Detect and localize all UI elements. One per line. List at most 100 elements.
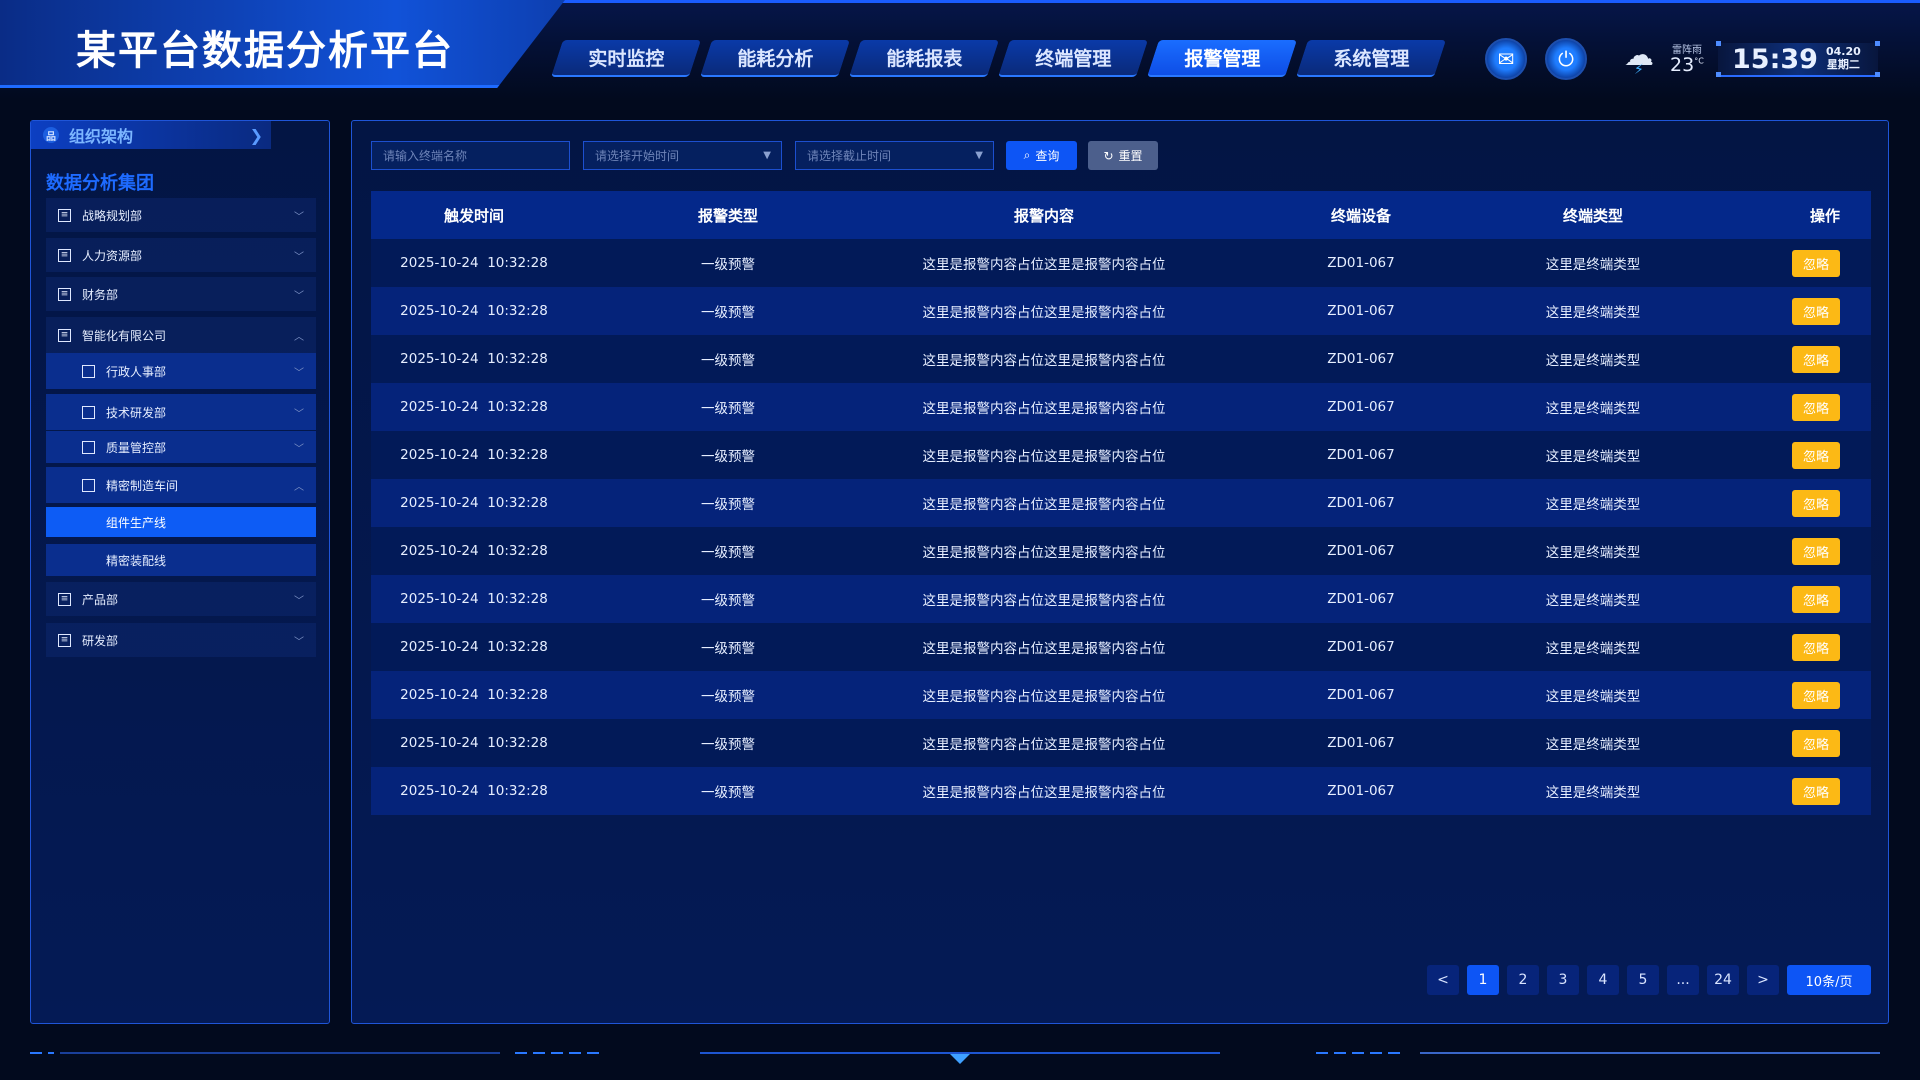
page-button[interactable]: 2 [1507, 965, 1539, 995]
ignore-button[interactable]: 忽略 [1792, 585, 1840, 613]
chevron-down-icon[interactable]: ﹀ [294, 290, 304, 302]
page-button[interactable]: 1 [1467, 965, 1499, 995]
query-button[interactable]: ⌕ 查询 [1006, 141, 1077, 170]
chevron-down-icon[interactable]: ﹀ [294, 251, 304, 263]
ignore-button[interactable]: 忽略 [1792, 633, 1840, 661]
tree-item[interactable]: 精密制造车间 ︿ [46, 467, 316, 503]
prev-page-button[interactable]: < [1427, 965, 1459, 995]
tree-item[interactable]: ≡ 智能化有限公司 ︿ [46, 317, 316, 353]
reset-button[interactable]: ↻ 重置 [1088, 141, 1158, 170]
nav-tab-3[interactable]: 终端管理 [997, 40, 1149, 77]
chevron-down-icon[interactable]: ﹀ [294, 408, 304, 420]
tree-item[interactable]: 质量管控部 ﹀ [46, 431, 316, 463]
mail-button[interactable]: ✉ [1485, 38, 1527, 80]
tree-item[interactable]: ≡ 战略规划部 ﹀ [46, 198, 316, 232]
cell-content: 这里是报警内容占位这里是报警内容占位 [922, 545, 1166, 561]
cell-time: 2025-10-24 10:32:28 [400, 303, 548, 319]
cell-action: 忽略 [1673, 671, 1871, 719]
reset-label: 重置 [1118, 149, 1143, 163]
cell-terminal-type: 这里是终端类型 [1545, 449, 1641, 465]
start-time-select[interactable]: 请选择开始时间 ▼ [583, 141, 782, 170]
table-row: 2025-10-24 10:32:28 一级预警 这里是报警内容占位这里是报警内容占… [371, 431, 1871, 479]
end-time-select[interactable]: 请选择截止时间 ▼ [795, 141, 994, 170]
nav-tab-5[interactable]: 系统管理 [1295, 40, 1447, 77]
cell-content: 这里是报警内容占位这里是报警内容占位 [922, 593, 1166, 609]
chevron-down-icon[interactable]: ﹀ [294, 443, 304, 455]
collapse-square-icon[interactable]: ≡ [58, 248, 71, 262]
nav-tab-1[interactable]: 能耗分析 [699, 40, 851, 77]
caret-down-icon: ▼ [763, 150, 771, 161]
checkbox[interactable] [82, 405, 95, 419]
chevron-down-icon[interactable]: ﹀ [294, 211, 304, 223]
chevron-down-icon[interactable]: ﹀ [294, 636, 304, 648]
tree-item[interactable]: ≡ 财务部 ﹀ [46, 277, 316, 311]
tree-item-label: 财务部 [82, 287, 119, 302]
checkbox[interactable] [82, 440, 95, 454]
tree-item[interactable]: 技术研发部 ﹀ [46, 394, 316, 430]
tree-item[interactable]: 行政人事部 ﹀ [46, 353, 316, 389]
collapse-square-icon[interactable]: ≡ [58, 287, 71, 301]
page-button[interactable]: 3 [1547, 965, 1579, 995]
page-ellipsis[interactable]: ... [1667, 965, 1699, 995]
tree-item-label: 智能化有限公司 [82, 328, 167, 343]
org-sidebar: 品组织架构 ❯ 数据分析集团 ≡ 战略规划部 ﹀ ≡ 人力资源部 ﹀ ≡ 财务部 ﹀ ≡ 智能化有限公… [30, 120, 330, 1024]
cell-type: 一级预警 [701, 737, 755, 753]
power-button[interactable]: ⏻ [1545, 38, 1587, 80]
chevron-down-icon[interactable]: ﹀ [294, 595, 304, 607]
ignore-button[interactable]: 忽略 [1792, 729, 1840, 757]
clock: 15:39 04.20 星期二 [1716, 41, 1880, 77]
chevron-down-icon[interactable]: ﹀ [294, 367, 304, 379]
ignore-button[interactable]: 忽略 [1792, 345, 1840, 373]
tree-item-label: 精密制造车间 [106, 478, 179, 493]
nav-tab-2[interactable]: 能耗报表 [848, 40, 1000, 77]
table-row: 2025-10-24 10:32:28 一级预警 这里是报警内容占位这里是报警内容占… [371, 671, 1871, 719]
cell-terminal-type: 这里是终端类型 [1545, 257, 1641, 273]
cell-device: ZD01-067 [1327, 399, 1395, 415]
nav-tab-4[interactable]: 报警管理 [1146, 40, 1298, 77]
ignore-button[interactable]: 忽略 [1792, 537, 1840, 565]
tree-item-label: 技术研发部 [106, 405, 167, 420]
next-page-button[interactable]: > [1747, 965, 1779, 995]
ignore-button[interactable]: 忽略 [1792, 441, 1840, 469]
ignore-button[interactable]: 忽略 [1792, 681, 1840, 709]
nav-tab-0[interactable]: 实时监控 [550, 40, 702, 77]
chevron-up-icon[interactable]: ︿ [294, 331, 304, 343]
tree-item-label: 战略规划部 [82, 208, 143, 223]
tree-item-label: 精密装配线 [106, 553, 167, 568]
ignore-button[interactable]: 忽略 [1792, 297, 1840, 325]
collapse-square-icon[interactable]: ≡ [58, 208, 71, 222]
tree-item[interactable]: ≡ 研发部 ﹀ [46, 623, 316, 657]
tree-item[interactable]: ≡ 产品部 ﹀ [46, 582, 316, 616]
tree-item[interactable]: 组件生产线 [46, 507, 316, 537]
cell-action: 忽略 [1673, 431, 1871, 479]
ignore-button[interactable]: 忽略 [1792, 393, 1840, 421]
table-row: 2025-10-24 10:32:28 一级预警 这里是报警内容占位这里是报警内容占… [371, 383, 1871, 431]
page-button[interactable]: 24 [1707, 965, 1739, 995]
collapse-square-icon[interactable]: ≡ [58, 633, 71, 647]
page-size-select[interactable]: 10条/页 [1787, 965, 1871, 995]
ignore-button[interactable]: 忽略 [1792, 777, 1840, 805]
app-title: 某平台数据分析平台 [76, 28, 454, 74]
tree-item[interactable]: ≡ 人力资源部 ﹀ [46, 238, 316, 272]
checkbox[interactable] [82, 364, 95, 378]
page-button[interactable]: 5 [1627, 965, 1659, 995]
collapse-square-icon[interactable]: ≡ [58, 328, 71, 342]
tree-item[interactable]: 精密装配线 [46, 544, 316, 576]
checkbox[interactable] [82, 478, 95, 492]
table-row: 2025-10-24 10:32:28 一级预警 这里是报警内容占位这里是报警内容占… [371, 527, 1871, 575]
collapse-square-icon[interactable]: ≡ [58, 592, 71, 606]
cell-type: 一级预警 [701, 449, 755, 465]
cell-device: ZD01-067 [1327, 783, 1395, 799]
cell-device: ZD01-067 [1327, 735, 1395, 751]
chevron-up-icon[interactable]: ︿ [294, 481, 304, 493]
cell-device: ZD01-067 [1327, 447, 1395, 463]
placeholder: 请选择开始时间 [595, 149, 680, 163]
column-header: 触发时间 [443, 206, 504, 225]
ignore-button[interactable]: 忽略 [1792, 249, 1840, 277]
cell-device: ZD01-067 [1327, 591, 1395, 607]
ignore-button[interactable]: 忽略 [1792, 489, 1840, 517]
terminal-name-input[interactable]: 请输入终端名称 [371, 141, 570, 170]
nav-tab-label: 能耗分析 [737, 48, 814, 70]
nav-tab-label: 能耗报表 [886, 48, 963, 70]
page-button[interactable]: 4 [1587, 965, 1619, 995]
